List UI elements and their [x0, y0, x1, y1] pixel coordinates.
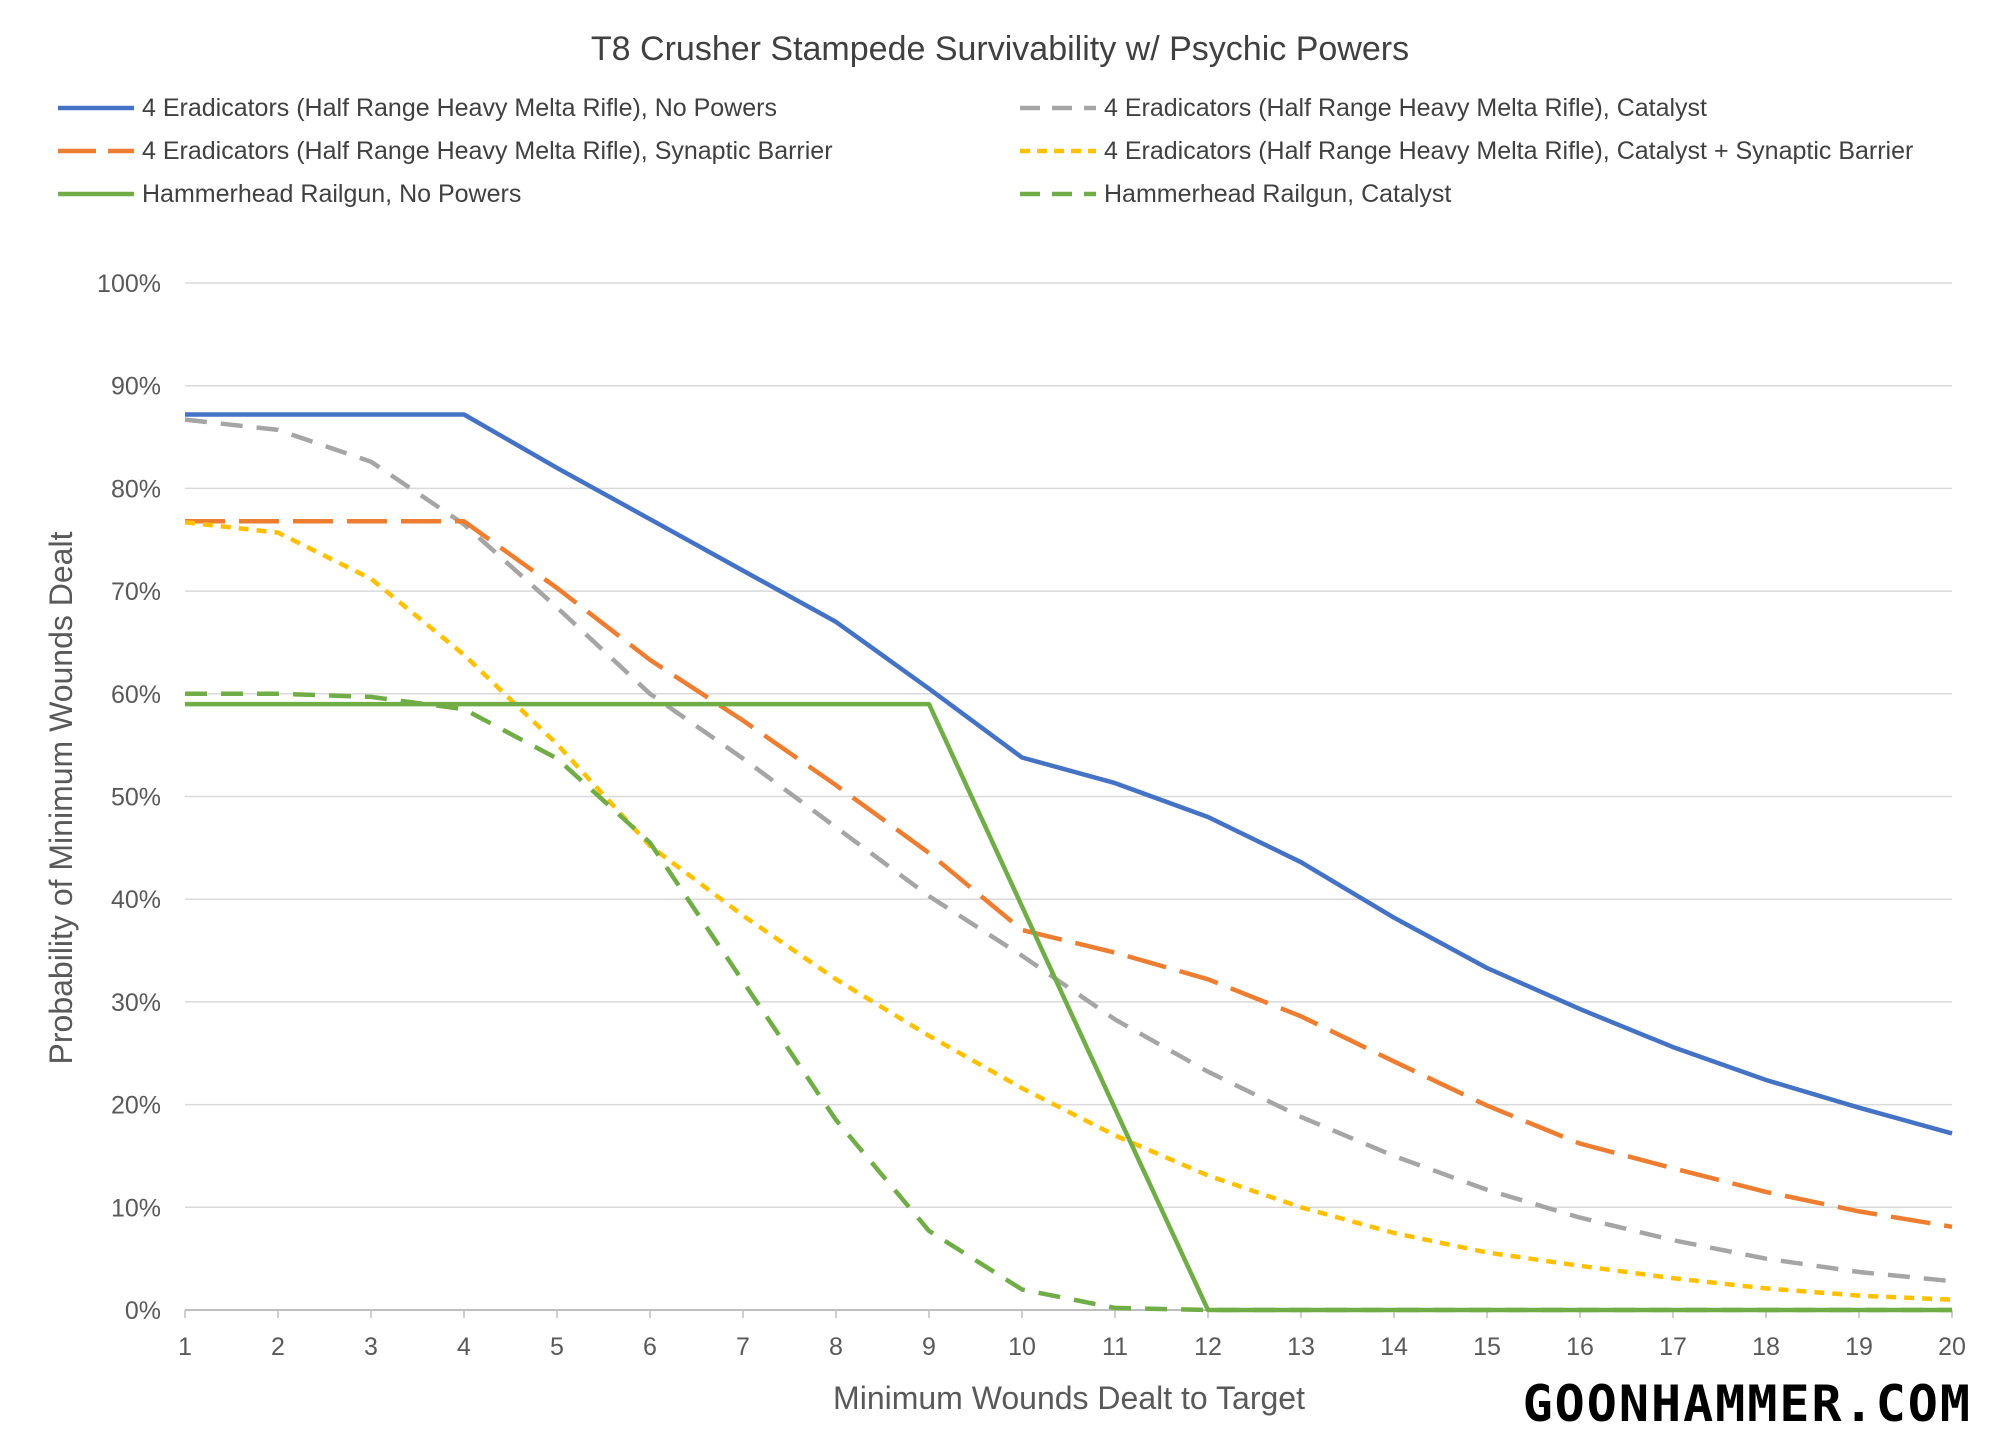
y-tick-label: 30% [111, 989, 161, 1017]
y-tick-label: 40% [111, 886, 161, 914]
x-tick-label: 2 [271, 1333, 285, 1361]
series-line-6 [185, 691, 1952, 1313]
x-tick-label: 13 [1287, 1333, 1315, 1361]
x-tick-label: 11 [1102, 1333, 1128, 1361]
x-tick-label: 14 [1380, 1333, 1408, 1361]
y-tick-label: 10% [111, 1194, 161, 1222]
series-line-1 [185, 412, 1953, 1136]
x-tick-label: 4 [457, 1333, 471, 1361]
series-line-4 [184, 520, 1953, 1302]
legend-label: Hammerhead Railgun, Catalyst [1104, 180, 1451, 208]
y-tick-label: 80% [111, 475, 161, 503]
x-tick-label: 8 [829, 1333, 843, 1361]
x-tick-label: 6 [643, 1333, 657, 1361]
x-tick-label: 5 [550, 1333, 564, 1361]
y-tick-label: 50% [111, 784, 161, 812]
x-tick-label: 17 [1659, 1333, 1687, 1361]
y-tick-label: 0% [125, 1297, 161, 1325]
watermark-text: GOONHAMMER.COM [1523, 1375, 1972, 1433]
y-tick-label: 100% [97, 270, 161, 298]
series-lines [184, 412, 1953, 1313]
legend-label: 4 Eradicators (Half Range Heavy Melta Ri… [142, 137, 833, 165]
legend-label: 4 Eradicators (Half Range Heavy Melta Ri… [1104, 137, 1913, 165]
legend-label: Hammerhead Railgun, No Powers [142, 180, 521, 208]
x-tick-label: 9 [922, 1333, 936, 1361]
y-tick-label: 20% [111, 1092, 161, 1120]
y-tick-label: 60% [111, 681, 161, 709]
chart-title: T8 Crusher Stampede Survivability w/ Psy… [591, 30, 1409, 68]
gridlines [185, 282, 1952, 1311]
x-tick-label: 19 [1845, 1333, 1873, 1361]
x-tick-label: 1 [178, 1333, 192, 1361]
y-tick-label: 90% [111, 373, 161, 401]
legend-label: 4 Eradicators (Half Range Heavy Melta Ri… [142, 94, 777, 122]
x-axis-label: Minimum Wounds Dealt to Target [833, 1380, 1305, 1416]
x-tick-labels: 1 2 3 4 5 6 7 8 9 10 11 12 13 14 15 16 17 18 19 20 [178, 1310, 1966, 1361]
y-tick-labels: 0% 10% 20% 30% 40% 50% 60% 70% 80% 90% 100% [97, 270, 161, 1325]
x-tick-label: 7 [736, 1333, 750, 1361]
legend: 4 Eradicators (Half Range Heavy Melta Ri… [58, 94, 1913, 208]
y-tick-label: 70% [111, 578, 161, 606]
x-tick-label: 3 [364, 1333, 378, 1361]
y-axis-label: Probability of Minimum Wounds Dealt [43, 531, 79, 1064]
legend-label: 4 Eradicators (Half Range Heavy Melta Ri… [1104, 94, 1707, 122]
x-tick-label: 16 [1566, 1333, 1594, 1361]
series-line-5 [185, 701, 1952, 1313]
x-tick-label: 12 [1194, 1333, 1222, 1361]
series-line-2 [184, 417, 1953, 1284]
x-tick-label: 18 [1752, 1333, 1780, 1361]
x-tick-label: 20 [1938, 1333, 1966, 1361]
x-tick-label: 15 [1473, 1333, 1501, 1361]
series-line-3 [185, 519, 1953, 1230]
x-tick-label: 10 [1008, 1333, 1036, 1361]
